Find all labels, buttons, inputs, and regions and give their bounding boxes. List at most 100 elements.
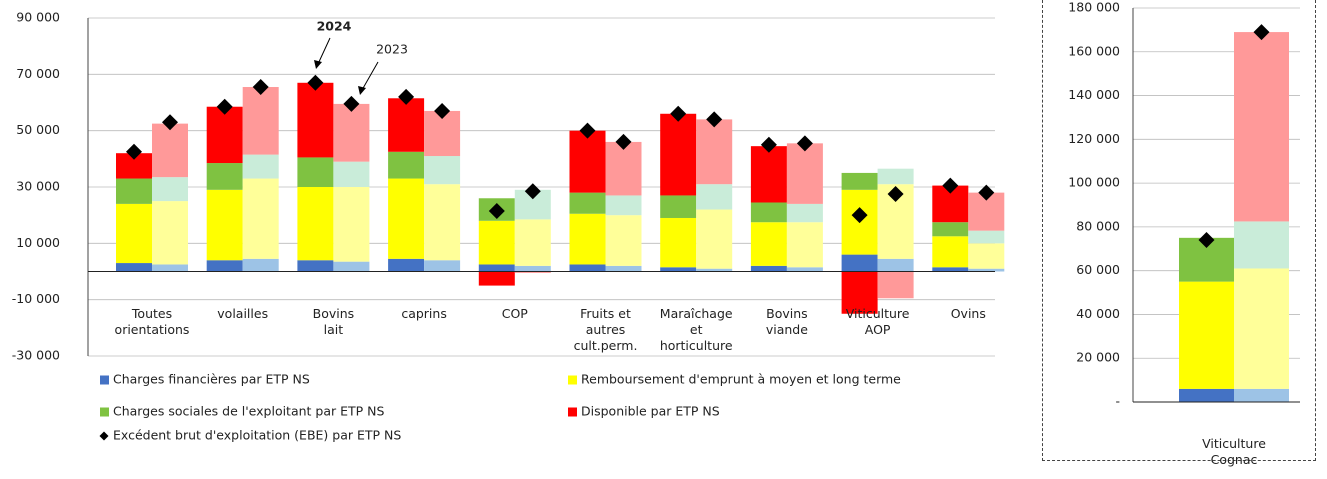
bar-segment — [388, 98, 425, 152]
bar-segment — [116, 203, 152, 264]
bar-segment — [424, 184, 461, 261]
bar-segment — [968, 268, 1005, 272]
bar-segment — [932, 222, 969, 237]
ebe-marker — [1253, 24, 1270, 41]
x-tick-label: Bovins lait — [312, 306, 355, 337]
bar-segment — [152, 177, 188, 202]
bar-segment — [388, 178, 425, 259]
bar-segment — [569, 213, 606, 265]
ebe-marker — [942, 177, 959, 194]
legend-label: Charges sociales de l'exploitant par ETP… — [113, 404, 385, 419]
bar-segment — [152, 123, 188, 178]
bar-segment — [297, 157, 334, 187]
bar-segment — [514, 265, 551, 272]
ebe-marker — [978, 184, 995, 201]
bar-segment — [388, 151, 425, 179]
ebe-marker — [434, 102, 451, 119]
bar-segment — [1234, 221, 1289, 269]
y-tick-label: 90 000 — [16, 10, 60, 25]
legend-label: Charges financières par ETP NS — [113, 372, 310, 387]
ebe-marker — [398, 88, 415, 105]
bar-segment — [877, 258, 914, 272]
ebe-marker — [706, 111, 723, 128]
bar-segment — [478, 264, 515, 272]
y-tick-label: 60 000 — [1076, 262, 1120, 277]
ebe-marker — [887, 186, 904, 203]
x-tick-label: COP — [501, 306, 528, 321]
annotation-arrow — [314, 60, 322, 69]
bar-segment — [968, 243, 1005, 269]
ebe-marker — [307, 74, 324, 91]
y-tick-label: 180 000 — [1068, 0, 1120, 15]
bar-segment — [877, 168, 914, 185]
ebe-marker — [796, 135, 813, 152]
bar-segment — [605, 215, 642, 266]
bar-segment — [569, 130, 606, 193]
bar-segment — [514, 219, 551, 266]
bar-segment — [786, 203, 823, 223]
ebe-marker — [524, 183, 541, 200]
y-tick-label: -10 000 — [12, 291, 60, 306]
ebe-marker — [760, 136, 777, 153]
bar-segment — [605, 195, 642, 216]
bar-segment — [242, 87, 279, 155]
legend-label: Remboursement d'emprunt à moyen et long … — [581, 372, 901, 387]
bar-segment — [932, 236, 969, 268]
bar-segment — [333, 261, 370, 272]
bar-segment — [750, 222, 787, 266]
ebe-marker — [579, 122, 596, 139]
y-tick-label: 120 000 — [1068, 131, 1120, 146]
bar-segment — [660, 113, 697, 196]
bar-segment — [242, 154, 279, 179]
ebe-marker — [670, 105, 687, 122]
bar-segment — [206, 163, 243, 190]
x-tick-label: Bovins viande — [765, 306, 808, 337]
annotation: 2023 — [376, 42, 408, 57]
bar-segment — [1234, 388, 1289, 402]
bar-segment — [569, 192, 606, 214]
legend-swatch — [568, 375, 577, 385]
x-tick-label: Fruits et autres cult.perm. — [573, 306, 638, 353]
bar-segment — [696, 268, 733, 272]
bar-segment — [206, 189, 243, 261]
bar-segment — [696, 209, 733, 269]
x-tick-label: caprins — [401, 306, 447, 321]
bar-segment — [696, 184, 733, 210]
annotation: 2024 — [317, 19, 352, 34]
ebe-marker — [252, 79, 269, 96]
y-tick-label: 160 000 — [1068, 43, 1120, 58]
bar-segment — [478, 271, 515, 286]
bar-segment — [333, 103, 370, 162]
bar-segment — [297, 260, 334, 272]
legend-swatch — [568, 407, 577, 417]
bar-segment — [786, 143, 823, 204]
legend-swatch — [100, 375, 109, 385]
annotation-arrow — [317, 37, 331, 65]
bar-segment — [206, 260, 243, 272]
y-tick-label: 80 000 — [1076, 218, 1120, 233]
bar-segment — [1234, 268, 1289, 389]
y-tick-label: 10 000 — [16, 235, 60, 250]
x-tick-label: volailles — [217, 306, 269, 321]
bar-segment — [424, 260, 461, 272]
y-tick-label: - — [1115, 394, 1120, 409]
bar-segment — [841, 254, 878, 272]
bar-segment — [1179, 281, 1234, 389]
x-tick-label: Toutes orientations — [114, 306, 190, 337]
bar-segment — [660, 195, 697, 218]
bar-segment — [786, 267, 823, 272]
annotation-arrow — [361, 61, 379, 91]
bar-segment — [1179, 388, 1234, 402]
bar-segment — [841, 172, 878, 190]
x-tick-label: Viticulture AOP — [845, 306, 910, 337]
ebe-marker — [126, 143, 142, 160]
bar-segment — [877, 271, 914, 299]
ebe-marker — [343, 95, 360, 112]
bar-segment — [514, 271, 551, 273]
bar-segment — [968, 230, 1005, 244]
ebe-marker — [615, 133, 632, 150]
y-tick-label: 20 000 — [1076, 350, 1120, 365]
bar-segment — [297, 82, 334, 158]
